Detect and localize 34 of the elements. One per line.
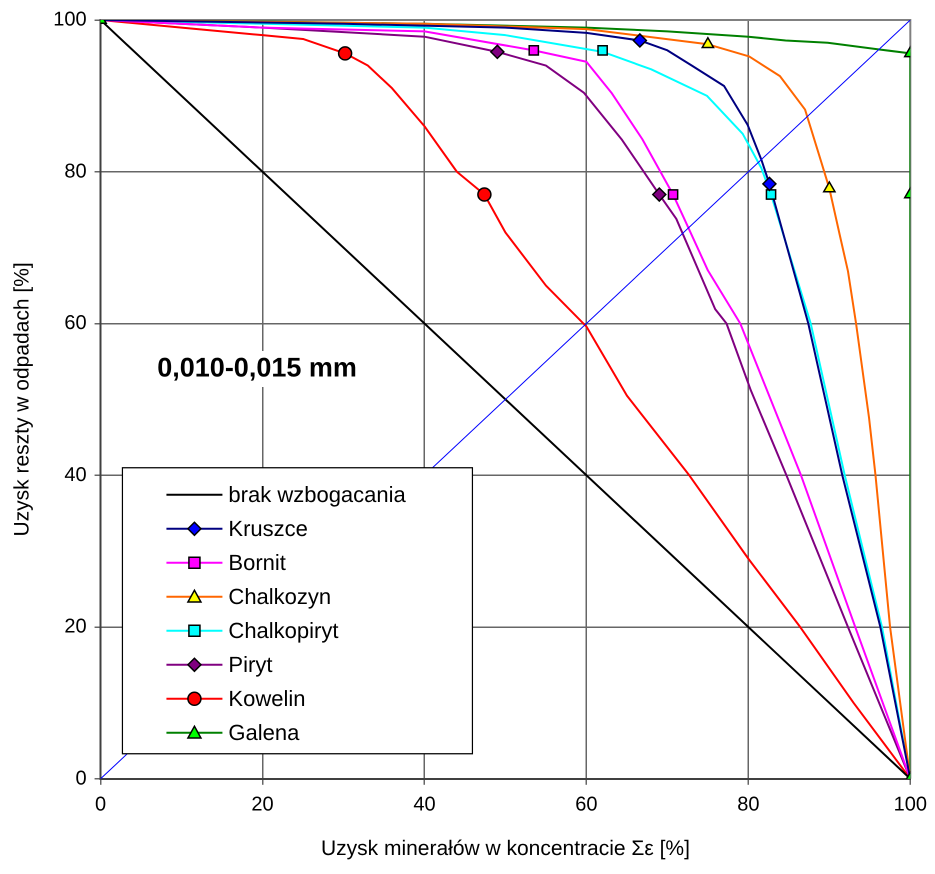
point: [762, 176, 777, 192]
legend-label: Kruszce: [228, 516, 308, 541]
point: [822, 181, 836, 192]
y-tick-label: 60: [64, 312, 87, 334]
y-tick-label: 0: [75, 767, 87, 790]
legend-label: Chalkopiryt: [228, 618, 338, 643]
point: [668, 189, 678, 200]
point: [528, 45, 540, 56]
x-tick-label: 0: [95, 793, 106, 816]
y-tick-label: 100: [53, 8, 87, 31]
x-tick-label: 100: [894, 793, 928, 816]
legend-label: Piryt: [228, 652, 272, 677]
y-tick-label: 80: [64, 160, 87, 182]
y-tick-label: 20: [64, 616, 87, 638]
x-tick-label: 80: [737, 793, 760, 816]
point: [766, 189, 776, 200]
x-axis-title: Uzysk minerałów w koncentracie Σε [%]: [320, 837, 690, 860]
point: [490, 44, 505, 60]
x-tick-label: 60: [575, 793, 598, 816]
y-axis-title: Uzysk reszty w odpadach [%]: [10, 262, 34, 537]
y-tick-label: 40: [64, 464, 87, 486]
point: [477, 187, 492, 202]
legend-label: Bornit: [228, 550, 286, 575]
legend-label: Galena: [228, 720, 300, 745]
annotation: 0,010-0,015 mm: [157, 352, 357, 382]
x-tick-label: 40: [413, 793, 436, 816]
point: [632, 33, 648, 48]
legend-label: brak wzbogacania: [228, 482, 407, 507]
point: [338, 46, 352, 61]
legend-label: Kowelin: [228, 686, 306, 711]
legend-label: Chalkozyn: [228, 584, 332, 609]
x-tick-label: 20: [251, 793, 274, 816]
point: [597, 45, 608, 56]
point: [652, 187, 667, 202]
